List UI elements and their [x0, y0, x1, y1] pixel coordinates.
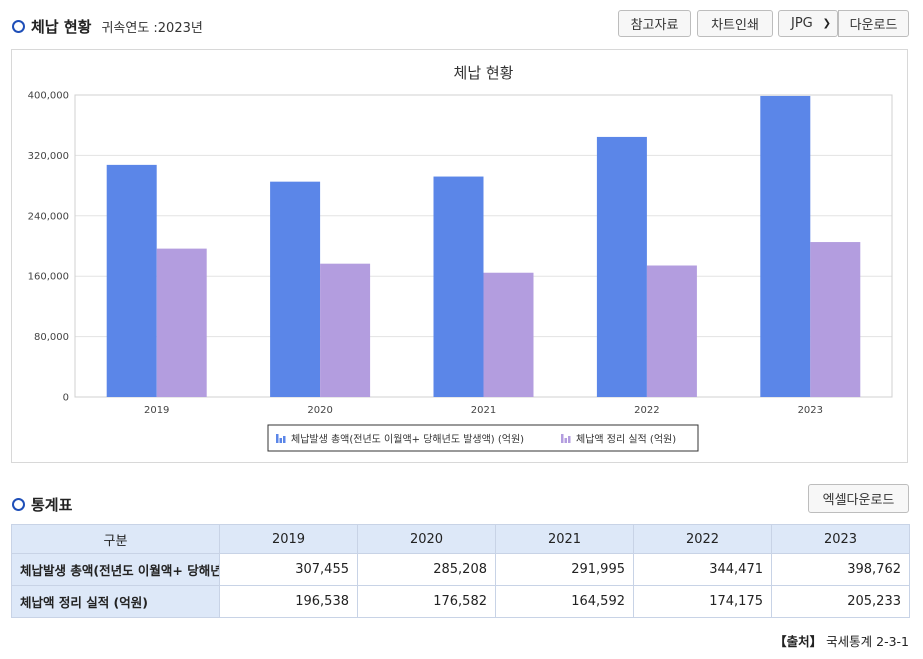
bar-chart: 체납 현황 0 80,000 160,000 240,000 320,000 400,000…	[28, 64, 893, 452]
y-tick-label: 160,000	[28, 272, 69, 283]
bar-2020-series-2	[320, 263, 371, 397]
legend-box	[267, 424, 699, 452]
x-tick-label: 2023	[798, 405, 823, 416]
section-header-stats: 통계표	[12, 494, 72, 515]
table-cell: 196,538	[219, 585, 358, 618]
legend-bar-icon	[561, 434, 564, 443]
legend-bar-icon	[279, 438, 282, 443]
download-button[interactable]: 다운로드	[838, 10, 909, 37]
table-cell: 174,175	[633, 585, 772, 618]
bar-2022-series-2	[646, 265, 697, 397]
table-cell: 291,995	[495, 553, 634, 586]
stats-table: 구분 2019 2020 2021 2022 2023 체납발생 총액(전년도 …	[11, 524, 910, 618]
chart-container: 체납 현황 0 80,000 160,000 240,000 320,000 400,000…	[11, 49, 908, 463]
table-row: 체납발생 총액(전년도 이월액+ 당해년도 발생액) (억원) 307,455 …	[11, 553, 910, 586]
section-title: 통계표	[31, 496, 73, 514]
y-tick-label: 0	[63, 393, 69, 404]
table-row: 체납액 정리 실적 (억원) 196,538 176,582 164,592 1…	[11, 585, 910, 618]
bar-2022-series-1	[596, 136, 647, 398]
table-header-cell: 2023	[771, 524, 910, 554]
x-tick-label: 2020	[307, 405, 332, 416]
bar-2023-series-2	[810, 242, 861, 397]
row-label: 체납액 정리 실적 (억원)	[11, 585, 220, 618]
table-cell: 164,592	[495, 585, 634, 618]
chevron-down-icon: ❯	[822, 18, 831, 29]
reference-button[interactable]: 참고자료	[618, 10, 691, 37]
section-header-arrears: 체납 현황 귀속연도 :2023년	[12, 16, 203, 37]
y-tick-label: 80,000	[34, 332, 69, 343]
table-header-cell: 구분	[11, 524, 220, 554]
section-subtitle: 귀속연도 :2023년	[101, 21, 203, 36]
source-prefix: 【출처】	[774, 634, 823, 649]
format-select-value: JPG	[791, 16, 813, 31]
legend-bar-icon	[283, 436, 286, 443]
x-tick-label: 2021	[471, 405, 496, 416]
table-cell: 344,471	[633, 553, 772, 586]
table-header-cell: 2020	[357, 524, 496, 554]
bar-2023-series-1	[760, 95, 811, 397]
x-tick-label: 2022	[634, 405, 659, 416]
bar-2019-series-1	[106, 164, 157, 397]
table-header-cell: 2019	[219, 524, 358, 554]
y-tick-label: 320,000	[28, 151, 69, 162]
y-tick-label: 400,000	[28, 91, 69, 102]
chart-print-button[interactable]: 차트인쇄	[697, 10, 773, 37]
chart-title: 체납 현황	[454, 64, 514, 82]
bar-2021-series-1	[433, 176, 484, 397]
bar-2021-series-2	[483, 272, 534, 397]
table-header-cell: 2022	[633, 524, 772, 554]
legend-bar-icon	[568, 436, 571, 443]
bullet-ring-icon	[12, 498, 25, 511]
bar-2019-series-2	[156, 248, 207, 397]
legend-entry-label: 체납발생 총액(전년도 이월액+ 당해년도 발생액) (억원)	[291, 433, 524, 446]
legend-entry-label: 체납액 정리 실적 (억원)	[576, 434, 676, 446]
row-label: 체납발생 총액(전년도 이월액+ 당해년도 발생액) (억원)	[11, 553, 220, 586]
legend-bar-icon	[564, 438, 567, 443]
table-cell: 398,762	[771, 553, 910, 586]
section-title: 체납 현황	[31, 18, 92, 36]
source-text: 국세통계 2-3-1	[826, 634, 909, 649]
table-header-cell: 2021	[495, 524, 634, 554]
bullet-ring-icon	[12, 20, 25, 33]
table-cell: 205,233	[771, 585, 910, 618]
table-cell: 307,455	[219, 553, 358, 586]
format-select[interactable]: JPG ❯	[778, 10, 838, 37]
table-cell: 285,208	[357, 553, 496, 586]
excel-download-button[interactable]: 엑셀다운로드	[808, 484, 909, 513]
table-header-row: 구분 2019 2020 2021 2022 2023	[11, 524, 910, 554]
bar-2020-series-1	[270, 181, 321, 397]
x-tick-label: 2019	[144, 405, 169, 416]
y-tick-label: 240,000	[28, 211, 69, 222]
legend-bar-icon	[276, 434, 279, 443]
source-note: 【출처】 국세통계 2-3-1	[774, 631, 909, 650]
table-cell: 176,582	[357, 585, 496, 618]
